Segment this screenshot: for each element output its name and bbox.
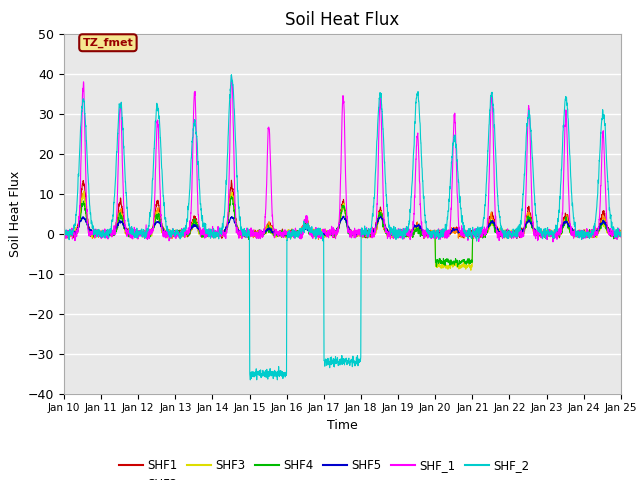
SHF5 [468,231,476,237]
SHF2 [616,234,624,240]
SHF_1 [60,229,68,235]
SHF5 [160,228,168,234]
SHF4 [160,231,168,237]
SHF1 [468,228,476,234]
SHF_1 [228,73,236,79]
Line: SHF4: SHF4 [64,196,621,266]
SHF4 [499,230,507,236]
Text: TZ_fmet: TZ_fmet [83,37,133,48]
SHF_1 [160,234,168,240]
SHF_2 [246,377,254,383]
SHF5 [436,231,444,237]
X-axis label: Time: Time [327,419,358,432]
SHF_2 [499,228,507,234]
SHF5 [499,231,507,237]
SHF2 [160,229,168,235]
SHF4 [228,193,236,199]
SHF1 [60,230,68,236]
Line: SHF2: SHF2 [64,192,621,240]
SHF3 [60,231,68,237]
SHF3 [322,229,330,235]
SHF4 [60,231,68,237]
SHF_2 [322,358,330,363]
SHF3 [467,267,475,273]
SHF1 [436,230,444,236]
SHF1 [499,233,507,239]
SHF4 [617,232,625,238]
SHF1 [160,228,168,233]
SHF_2 [60,233,68,239]
SHF3 [436,264,444,270]
SHF_2 [160,203,168,208]
SHF4 [454,264,461,269]
SHF5 [340,213,348,219]
SHF3 [468,262,476,268]
SHF_2 [616,232,624,238]
Line: SHF1: SHF1 [64,180,621,239]
SHF_1 [549,239,557,245]
Line: SHF_1: SHF_1 [64,76,621,242]
SHF_2 [436,234,444,240]
SHF1 [420,236,428,241]
SHF4 [436,258,444,264]
SHF3 [499,230,507,236]
SHF_2 [228,72,236,78]
SHF3 [80,188,88,194]
SHF_1 [617,233,625,239]
SHF5 [322,232,330,238]
SHF2 [468,232,476,238]
SHF_2 [468,234,476,240]
SHF4 [616,230,624,236]
Legend: SHF1, SHF2, SHF3, SHF4, SHF5, SHF_1, SHF_2: SHF1, SHF2, SHF3, SHF4, SHF5, SHF_1, SHF… [115,455,534,480]
SHF5 [617,231,625,237]
SHF1 [322,231,330,237]
SHF_1 [499,231,507,237]
Line: SHF5: SHF5 [64,216,621,236]
SHF_1 [322,229,330,235]
SHF5 [352,233,360,239]
SHF1 [617,229,625,235]
Line: SHF_2: SHF_2 [64,75,621,380]
SHF1 [228,177,236,183]
SHF_1 [467,232,475,238]
SHF_1 [616,231,624,237]
SHF2 [617,228,625,233]
SHF2 [60,228,68,234]
SHF2 [228,190,236,195]
SHF3 [161,229,168,235]
SHF5 [616,230,624,236]
SHF3 [616,231,624,237]
SHF3 [617,232,625,238]
SHF2 [322,232,330,238]
SHF_1 [436,230,444,236]
Line: SHF3: SHF3 [64,191,621,270]
Y-axis label: Soil Heat Flux: Soil Heat Flux [10,170,22,257]
SHF5 [60,232,68,238]
SHF2 [436,234,444,240]
SHF2 [499,233,507,239]
SHF4 [322,232,330,238]
Title: Soil Heat Flux: Soil Heat Flux [285,11,399,29]
SHF_2 [617,229,625,235]
SHF4 [468,258,476,264]
SHF2 [315,237,323,242]
SHF1 [616,228,624,234]
